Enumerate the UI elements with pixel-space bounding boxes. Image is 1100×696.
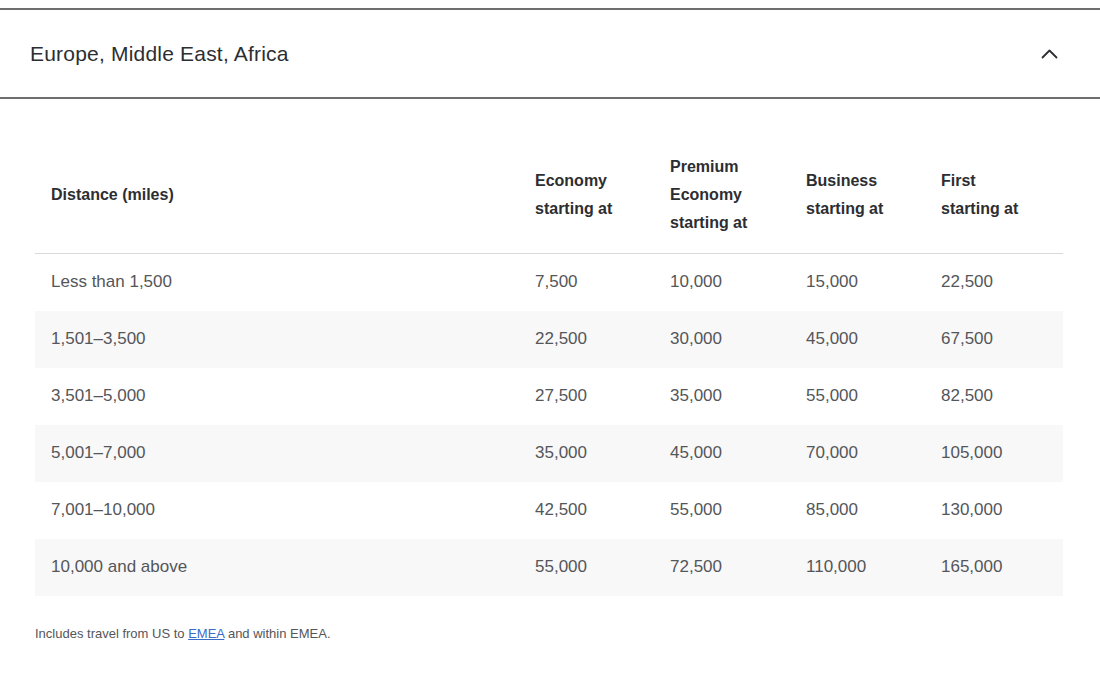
cell-economy: 22,500: [519, 311, 654, 368]
footnote-prefix: Includes travel from US to: [35, 626, 188, 641]
footnote: Includes travel from US to EMEA and with…: [35, 626, 1063, 641]
column-header-business: Business starting at: [790, 137, 925, 254]
cell-first: 22,500: [925, 254, 1063, 311]
cell-first: 130,000: [925, 482, 1063, 539]
accordion-body: Distance (miles) Economy starting at Pre…: [0, 137, 1100, 641]
table-header-row: Distance (miles) Economy starting at Pre…: [35, 137, 1063, 254]
cell-business: 15,000: [790, 254, 925, 311]
cell-distance: 10,000 and above: [35, 539, 519, 596]
cell-distance: Less than 1,500: [35, 254, 519, 311]
cell-premium-economy: 55,000: [654, 482, 790, 539]
cell-distance: 5,001–7,000: [35, 425, 519, 482]
cell-business: 55,000: [790, 368, 925, 425]
table-row: 1,501–3,500 22,500 30,000 45,000 67,500: [35, 311, 1063, 368]
cell-economy: 55,000: [519, 539, 654, 596]
cell-distance: 3,501–5,000: [35, 368, 519, 425]
award-chart-table: Distance (miles) Economy starting at Pre…: [35, 137, 1063, 596]
column-header-distance: Distance (miles): [35, 137, 519, 254]
cell-premium-economy: 30,000: [654, 311, 790, 368]
cell-distance: 7,001–10,000: [35, 482, 519, 539]
cell-business: 85,000: [790, 482, 925, 539]
column-header-premium-economy: Premium Economy starting at: [654, 137, 790, 254]
award-chart-page: Europe, Middle East, Africa Distance (mi…: [0, 0, 1100, 696]
table-row: 10,000 and above 55,000 72,500 110,000 1…: [35, 539, 1063, 596]
section-title: Europe, Middle East, Africa: [30, 42, 289, 66]
cell-premium-economy: 45,000: [654, 425, 790, 482]
cell-economy: 27,500: [519, 368, 654, 425]
accordion-header-emea[interactable]: Europe, Middle East, Africa: [0, 8, 1100, 99]
table-row: 3,501–5,000 27,500 35,000 55,000 82,500: [35, 368, 1063, 425]
column-header-first: First starting at: [925, 137, 1063, 254]
cell-first: 82,500: [925, 368, 1063, 425]
chevron-up-icon[interactable]: [1041, 49, 1058, 59]
cell-first: 165,000: [925, 539, 1063, 596]
column-header-economy: Economy starting at: [519, 137, 654, 254]
table-row: Less than 1,500 7,500 10,000 15,000 22,5…: [35, 254, 1063, 311]
cell-business: 45,000: [790, 311, 925, 368]
table-row: 7,001–10,000 42,500 55,000 85,000 130,00…: [35, 482, 1063, 539]
cell-business: 70,000: [790, 425, 925, 482]
cell-premium-economy: 10,000: [654, 254, 790, 311]
footnote-suffix: and within EMEA.: [224, 626, 330, 641]
cell-business: 110,000: [790, 539, 925, 596]
cell-distance: 1,501–3,500: [35, 311, 519, 368]
emea-link[interactable]: EMEA: [188, 626, 224, 641]
cell-premium-economy: 35,000: [654, 368, 790, 425]
cell-first: 67,500: [925, 311, 1063, 368]
cell-economy: 35,000: [519, 425, 654, 482]
cell-economy: 7,500: [519, 254, 654, 311]
cell-economy: 42,500: [519, 482, 654, 539]
table-row: 5,001–7,000 35,000 45,000 70,000 105,000: [35, 425, 1063, 482]
cell-premium-economy: 72,500: [654, 539, 790, 596]
cell-first: 105,000: [925, 425, 1063, 482]
